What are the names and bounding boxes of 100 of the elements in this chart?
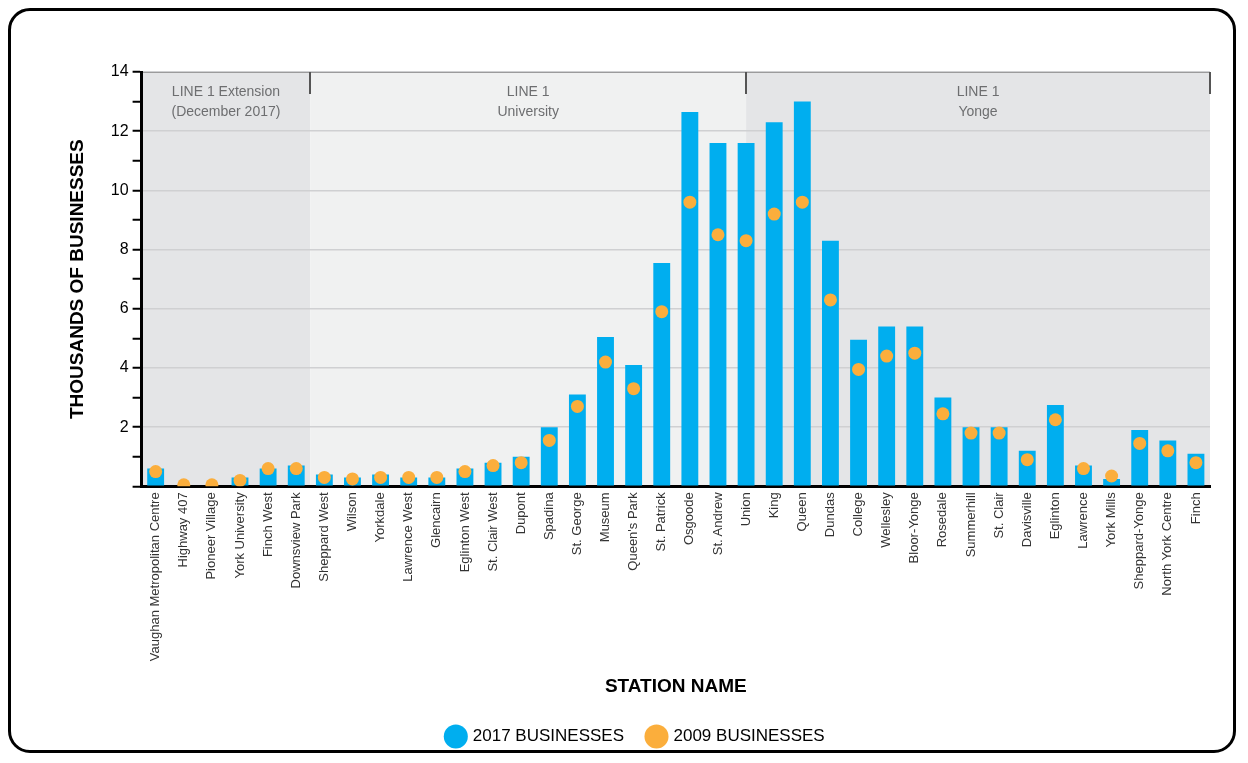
point	[964, 426, 978, 440]
point	[936, 407, 950, 421]
x-tick-label: St. Clair	[990, 491, 1006, 539]
bar	[737, 143, 755, 486]
point	[486, 459, 500, 473]
x-tick-label: Summerhill	[962, 492, 978, 558]
x-tick-label: Dundas	[822, 491, 838, 538]
x-tick-label: Wilson	[344, 492, 360, 532]
x-tick-label: Wellesley	[878, 491, 894, 548]
x-tick-label: Spadina	[540, 491, 556, 541]
point	[599, 355, 613, 369]
point	[261, 462, 275, 476]
band-label: LINE 1 Yonge	[956, 82, 1000, 119]
bar	[1046, 404, 1064, 486]
point	[374, 470, 388, 484]
y-tick-label: 12	[110, 121, 129, 139]
point	[1048, 413, 1062, 427]
point	[655, 305, 669, 319]
x-tick-label: Queen's Park	[625, 491, 641, 571]
x-tick-label: Highway 407	[175, 492, 191, 568]
x-tick-label: College	[850, 492, 866, 537]
y-axis-title: THOUSANDS OF BUSINESSES	[65, 139, 87, 420]
point	[430, 470, 444, 484]
x-tick-label: Yorkdale	[372, 492, 388, 543]
y-tick-label: 2	[119, 417, 129, 435]
x-tick-label: Museum	[597, 492, 613, 543]
y-tick-label: 10	[110, 180, 129, 198]
point	[852, 362, 866, 376]
x-tick-label: Eglinton West	[456, 491, 472, 573]
bar	[850, 339, 867, 486]
bar	[709, 143, 727, 486]
x-tick-label: Finch	[1187, 492, 1203, 525]
bar	[765, 122, 783, 486]
x-tick-label: Union	[737, 492, 753, 527]
x-tick-label: Dupont	[512, 491, 528, 535]
x-tick-label: St. George	[568, 492, 584, 556]
point	[739, 234, 753, 248]
point	[1105, 469, 1119, 483]
x-tick-label: Sheppard-Yonge	[1131, 492, 1147, 590]
point	[1161, 444, 1175, 458]
x-tick-label: Osgoode	[681, 492, 697, 546]
x-tick-label: Lawrence West	[400, 491, 416, 582]
x-tick-label: King	[765, 492, 781, 519]
point	[317, 470, 331, 484]
x-tick-label: St. Andrew	[709, 491, 725, 556]
point	[767, 207, 781, 221]
x-tick-label: St. Patrick	[653, 491, 669, 552]
x-tick-label: Bloor-Yonge	[906, 492, 922, 564]
bar	[822, 240, 839, 486]
point	[514, 456, 528, 470]
x-axis-title: STATION NAME	[604, 674, 747, 696]
bar	[934, 397, 952, 486]
point	[402, 470, 416, 484]
y-tick-label: 14	[110, 62, 129, 80]
x-tick-label: Pioneer Village	[203, 492, 219, 580]
bar	[653, 262, 671, 486]
band-label: LINE 1 University	[497, 82, 559, 119]
x-tick-label: Vaughan Metropolitan Centre	[147, 492, 163, 662]
point	[908, 346, 922, 360]
y-tick-label: 6	[119, 299, 129, 317]
bar	[906, 326, 924, 486]
point	[1020, 453, 1034, 467]
x-tick-label: Lawrence	[1075, 492, 1091, 549]
point	[345, 472, 359, 486]
point	[149, 465, 163, 479]
legend-label: 2017 BUSINESSES	[472, 726, 625, 746]
bar	[568, 394, 586, 486]
point	[880, 349, 894, 363]
x-tick-label: Eglinton	[1046, 492, 1062, 540]
x-tick-label: Finch West	[259, 491, 275, 558]
point	[542, 433, 556, 447]
point	[458, 465, 472, 479]
point	[823, 293, 837, 307]
x-tick-label: St. Clair West	[484, 491, 500, 572]
y-tick-label: 8	[119, 239, 129, 257]
point	[992, 426, 1006, 440]
x-tick-label: Rosedale	[934, 492, 950, 548]
point	[233, 473, 247, 487]
point	[627, 382, 641, 396]
point	[1133, 436, 1147, 450]
x-tick-label: Queen	[793, 492, 809, 532]
y-tick-label: 4	[119, 358, 129, 376]
point	[711, 228, 725, 242]
x-tick-label: Davisville	[1018, 492, 1034, 548]
legend-label: 2009 BUSINESSES	[673, 726, 825, 746]
x-tick-label: York Mills	[1103, 491, 1119, 548]
bar	[681, 111, 699, 486]
x-tick-label: Sheppard West	[315, 491, 331, 582]
x-tick-label: North York Centre	[1159, 492, 1175, 596]
bar	[793, 101, 811, 486]
bar	[878, 326, 896, 486]
x-tick-label: Downsview Park	[287, 491, 303, 589]
x-tick-label: York University	[231, 491, 247, 579]
point	[570, 399, 584, 413]
band-label: LINE 1 Extension (December 2017)	[171, 82, 281, 119]
point	[683, 195, 697, 209]
bar	[625, 364, 643, 486]
x-tick-label: Glencairn	[428, 492, 444, 548]
bar	[597, 336, 614, 486]
point	[795, 195, 809, 209]
